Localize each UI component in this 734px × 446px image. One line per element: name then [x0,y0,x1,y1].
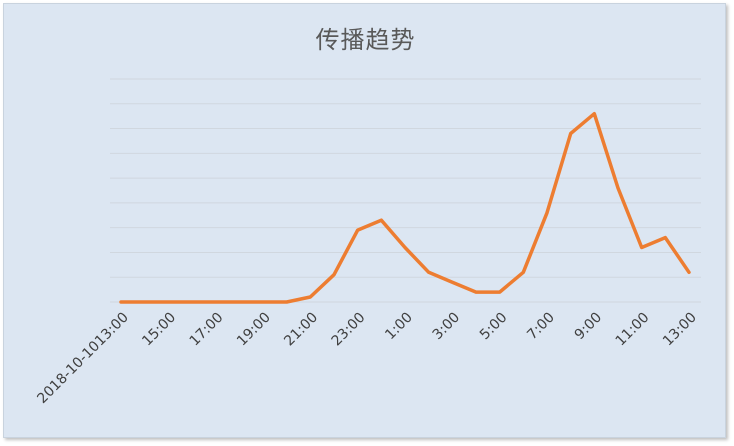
x-tick-label: 17:00 [187,310,227,350]
x-tick-label: 5:00 [477,310,511,344]
x-tick-label: 19:00 [234,310,274,350]
gridlines [110,78,701,303]
x-tick-label: 3:00 [430,310,464,344]
x-axis-tick-labels: 2018-10-1013:00 15:00 17:00 19:00 21:00 23:00… [34,310,699,407]
x-tick-label: 23:00 [329,310,369,350]
x-tick-label: 15:00 [139,310,179,350]
series-line [119,111,691,304]
chart-area: 传播趋势 2018-10-1013:00 15:00 17:00 19:00 21:00… [3,3,726,438]
series-layer [119,111,691,304]
x-tick-label: 9:00 [572,310,606,344]
chart-title: 传播趋势 [315,26,416,54]
plot-svg: 2018-10-1013:00 15:00 17:00 19:00 21:00 23:00… [34,78,701,407]
x-tick-label: 2018-10-1013:00 [34,310,131,407]
x-tick-label: 13:00 [660,310,700,350]
x-tick-label: 21:00 [281,310,321,350]
x-tick-label: 1:00 [382,310,416,344]
x-tick-label: 7:00 [524,310,558,344]
x-tick-label: 11:00 [613,310,653,350]
